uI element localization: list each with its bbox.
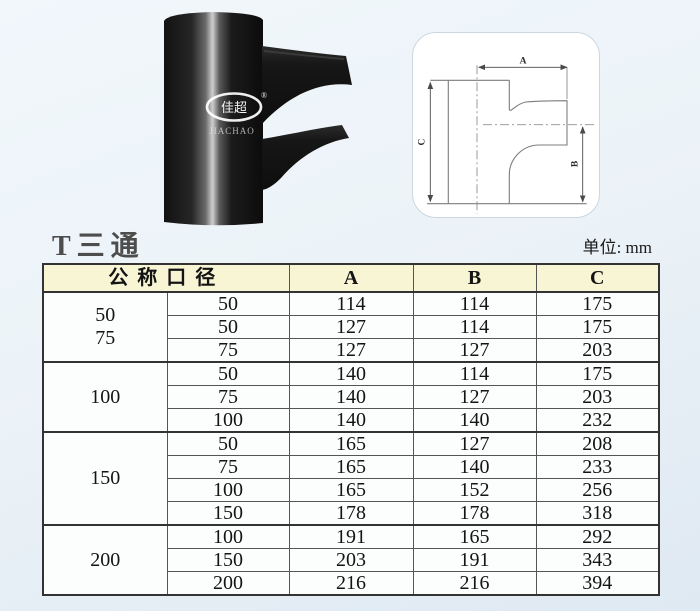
cell-c: 292 [535, 524, 660, 549]
cell-a: 127 [288, 315, 414, 339]
cell-a: 127 [288, 338, 414, 363]
cell-d: 75 [166, 385, 290, 409]
spec-table: 公称口径 A B C 50 75 50 114 114 175 50 127 [42, 263, 660, 596]
cell-c: 175 [535, 291, 660, 316]
cell-b: 140 [412, 408, 537, 433]
table-row: 150 50 165 127 208 [42, 431, 660, 526]
branch-highlight [263, 50, 345, 60]
cell-d: 50 [166, 315, 290, 339]
page-title: T三通 [52, 231, 145, 262]
cell-d: 75 [166, 338, 290, 363]
pipe-branch-upper [262, 46, 352, 124]
dim-label-c: C [418, 138, 428, 145]
logo-text: 佳超 [221, 100, 247, 115]
cell-a: 178 [288, 501, 414, 526]
dim-label-b: B [571, 160, 581, 167]
cell-d: 100 [166, 524, 290, 549]
table-row: 150 203 191 343 [43, 548, 660, 572]
cell-c: 343 [535, 548, 660, 572]
cell-b: 114 [412, 315, 537, 339]
cell-c: 318 [535, 501, 660, 526]
group-label-line: 75 [95, 327, 116, 349]
table-row: 75 140 127 203 [43, 385, 660, 409]
dimension-diagram-box: A C B [412, 32, 600, 218]
group-label-line: 50 [95, 304, 116, 326]
group-cell-150: 150 [42, 431, 168, 526]
cell-b: 114 [412, 291, 537, 316]
group-label-line: 150 [90, 467, 121, 489]
cell-d: 50 [166, 361, 290, 386]
table-row: 100 50 140 114 175 [42, 361, 660, 433]
header-row: 公称口径 A B C [42, 263, 660, 293]
cell-c: 233 [535, 455, 660, 479]
cell-d: 100 [166, 478, 290, 502]
cell-b: 127 [412, 385, 537, 409]
cell-c: 203 [535, 385, 660, 409]
registered-mark: ® [261, 91, 267, 100]
pipe-body [164, 12, 263, 226]
group-cell-100: 100 [42, 361, 168, 433]
cell-d: 150 [166, 548, 290, 572]
table-row: 150 178 178 318 [43, 501, 660, 526]
cell-c: 175 [535, 361, 660, 386]
pipe-branch-lower [262, 125, 349, 190]
logo-subtext: JIACHAO [209, 126, 255, 136]
outline-branch-profile [508, 80, 568, 204]
cell-a: 114 [288, 291, 414, 316]
cell-a: 216 [288, 571, 414, 596]
cell-b: 127 [412, 338, 537, 363]
cell-d: 50 [166, 431, 290, 456]
cell-c: 232 [535, 408, 660, 433]
cell-b: 152 [412, 478, 537, 502]
cell-d: 75 [166, 455, 290, 479]
cell-c: 394 [535, 571, 660, 596]
table-row: 50 75 50 114 114 175 [42, 291, 660, 363]
cell-a: 140 [288, 385, 414, 409]
cell-a: 203 [288, 548, 414, 572]
col-header-c: C [535, 263, 660, 293]
group-label-line: 100 [90, 385, 121, 408]
col-header-a: A [288, 263, 414, 293]
col-header-b: B [412, 263, 537, 293]
cell-b: 178 [412, 501, 537, 526]
table-row: 100 165 152 256 [43, 478, 660, 502]
cell-a: 191 [288, 524, 414, 549]
cell-d: 200 [166, 571, 290, 596]
cell-c: 175 [535, 315, 660, 339]
cell-d: 50 [166, 291, 290, 316]
cell-d: 150 [166, 501, 290, 526]
cell-b: 165 [412, 524, 537, 549]
group-label-line: 200 [90, 548, 121, 571]
cell-c: 203 [535, 338, 660, 363]
logo-oval [205, 92, 263, 122]
product-photo: 佳超 ® JIACHAO [164, 12, 352, 226]
cell-b: 140 [412, 455, 537, 479]
cell-b: 127 [412, 431, 537, 456]
cell-b: 191 [412, 548, 537, 572]
col-header-diameter: 公称口径 [42, 263, 290, 293]
cell-c: 256 [535, 478, 660, 502]
group-cell-200: 200 [42, 524, 168, 596]
cell-a: 165 [288, 455, 414, 479]
cell-a: 165 [288, 478, 414, 502]
table-row: 200 100 191 165 292 [42, 524, 660, 596]
table-row: 50 127 114 175 [43, 315, 660, 339]
cell-a: 140 [288, 408, 414, 433]
cell-b: 114 [412, 361, 537, 386]
cell-a: 165 [288, 431, 414, 456]
table-row: 75 165 140 233 [43, 455, 660, 479]
unit-label: 单位: mm [582, 238, 652, 257]
dimension-diagram: A C B [418, 57, 594, 214]
group-cell-50-75: 50 75 [42, 291, 168, 363]
dim-label-a: A [520, 57, 527, 67]
cell-c: 208 [535, 431, 660, 456]
cell-b: 216 [412, 571, 537, 596]
cell-d: 100 [166, 408, 290, 433]
cell-a: 140 [288, 361, 414, 386]
table-row: 200 216 216 394 [43, 571, 660, 596]
